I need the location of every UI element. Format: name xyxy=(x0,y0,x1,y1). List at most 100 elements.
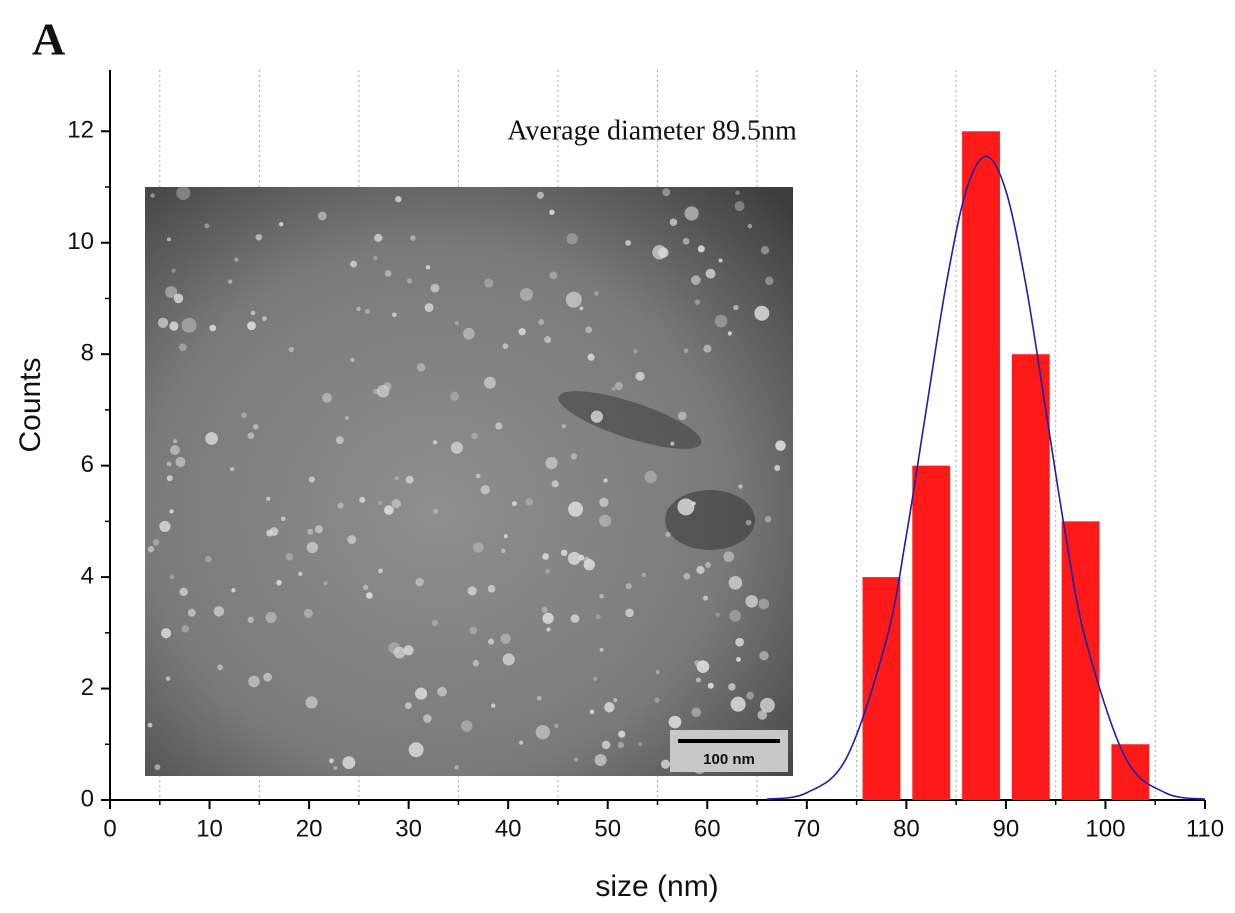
tem-particle xyxy=(169,509,174,514)
bar xyxy=(1061,521,1100,800)
tem-particle xyxy=(467,586,477,596)
tem-particle xyxy=(484,278,494,288)
tem-particle xyxy=(707,682,714,689)
tem-particle xyxy=(567,551,581,565)
tem-particle xyxy=(541,606,548,613)
tem-particle xyxy=(285,553,294,561)
tem-particle xyxy=(595,614,601,620)
tem-particle xyxy=(502,343,509,350)
tem-particle xyxy=(248,675,260,688)
tem-particle xyxy=(166,475,173,482)
tem-particle xyxy=(729,610,741,622)
tem-particle xyxy=(590,410,603,423)
tem-dark-spot xyxy=(558,391,702,449)
tem-particle xyxy=(589,709,595,715)
tem-particle xyxy=(677,498,695,516)
tem-particle xyxy=(625,608,634,618)
tem-particle xyxy=(342,756,356,769)
tem-particle xyxy=(181,317,197,333)
tem-particle xyxy=(542,612,554,624)
tem-particle xyxy=(175,456,186,467)
tem-particle xyxy=(617,741,625,749)
tem-particle xyxy=(604,702,615,713)
tem-particle xyxy=(335,436,344,445)
tem-particle xyxy=(684,206,699,221)
tem-particle xyxy=(549,209,555,215)
tem-particle xyxy=(728,576,743,590)
tem-particle xyxy=(169,321,179,331)
y-tick-label: 10 xyxy=(67,228,94,255)
tem-particle xyxy=(384,505,394,515)
tem-particle xyxy=(433,508,439,514)
tem-particle xyxy=(592,676,598,681)
tem-particle xyxy=(601,740,611,750)
tem-particle xyxy=(760,697,775,713)
tem-particle xyxy=(165,676,171,681)
tem-particle xyxy=(265,611,277,623)
x-tick-label: 80 xyxy=(893,815,920,842)
tem-particle xyxy=(736,657,741,662)
tem-particle xyxy=(317,211,327,221)
tem-particle xyxy=(154,764,161,771)
tem-particle xyxy=(574,757,579,762)
tem-particle xyxy=(613,698,618,703)
tem-particle xyxy=(536,191,544,199)
tem-particle xyxy=(638,742,643,747)
tem-particle xyxy=(654,697,660,703)
tem-particle xyxy=(231,588,236,593)
tem-particle xyxy=(263,672,272,682)
tem-particle xyxy=(715,612,720,617)
tem-particle xyxy=(460,720,473,732)
tem-particle xyxy=(691,275,701,285)
y-axis-label: Counts xyxy=(14,357,47,452)
tem-particle xyxy=(395,195,402,203)
tem-particle xyxy=(745,519,752,526)
tem-particle xyxy=(730,696,746,712)
tem-particle xyxy=(546,627,551,632)
x-tick-label: 90 xyxy=(993,815,1020,842)
tem-particle xyxy=(392,312,397,318)
fit-line xyxy=(766,155,1206,801)
tem-particle xyxy=(170,445,180,456)
tem-particle xyxy=(241,412,247,419)
tem-particle xyxy=(665,531,671,538)
tem-particle xyxy=(303,608,313,618)
x-tick-label: 50 xyxy=(594,815,621,842)
x-tick-label: 0 xyxy=(103,815,116,842)
tem-particle xyxy=(491,703,496,708)
tem-particle xyxy=(635,371,645,381)
tem-particle xyxy=(511,501,517,507)
tem-particle xyxy=(677,411,687,421)
tem-particle xyxy=(205,555,212,563)
tem-particle xyxy=(536,695,542,701)
tem-particle xyxy=(633,349,638,354)
tem-particle xyxy=(463,327,475,340)
x-tick-label: 70 xyxy=(793,815,820,842)
tem-particle xyxy=(247,321,256,331)
tem-particle xyxy=(217,664,224,671)
tem-particle xyxy=(519,288,533,302)
tem-particle xyxy=(472,660,480,667)
tem-particle xyxy=(359,496,366,503)
tem-particle xyxy=(391,498,402,509)
tem-particle xyxy=(723,551,735,563)
tem-particle xyxy=(544,336,552,344)
tem-particle xyxy=(424,303,434,313)
bar xyxy=(912,465,951,800)
y-tick-label: 4 xyxy=(81,562,94,589)
tem-particle xyxy=(378,568,383,574)
tem-particle xyxy=(503,534,508,539)
tem-particle xyxy=(205,432,218,445)
tem-particle xyxy=(502,653,515,666)
tem-particle xyxy=(469,626,478,635)
tem-particle xyxy=(269,527,279,536)
tem-particle xyxy=(252,424,259,430)
tem-particle xyxy=(384,270,392,277)
tem-particle xyxy=(611,386,616,392)
tem-particle xyxy=(227,279,233,284)
tem-particle xyxy=(705,268,716,279)
tem-particle xyxy=(250,310,256,316)
tem-particle xyxy=(644,470,657,484)
tem-particle xyxy=(266,496,271,501)
tem-particle xyxy=(525,498,534,506)
